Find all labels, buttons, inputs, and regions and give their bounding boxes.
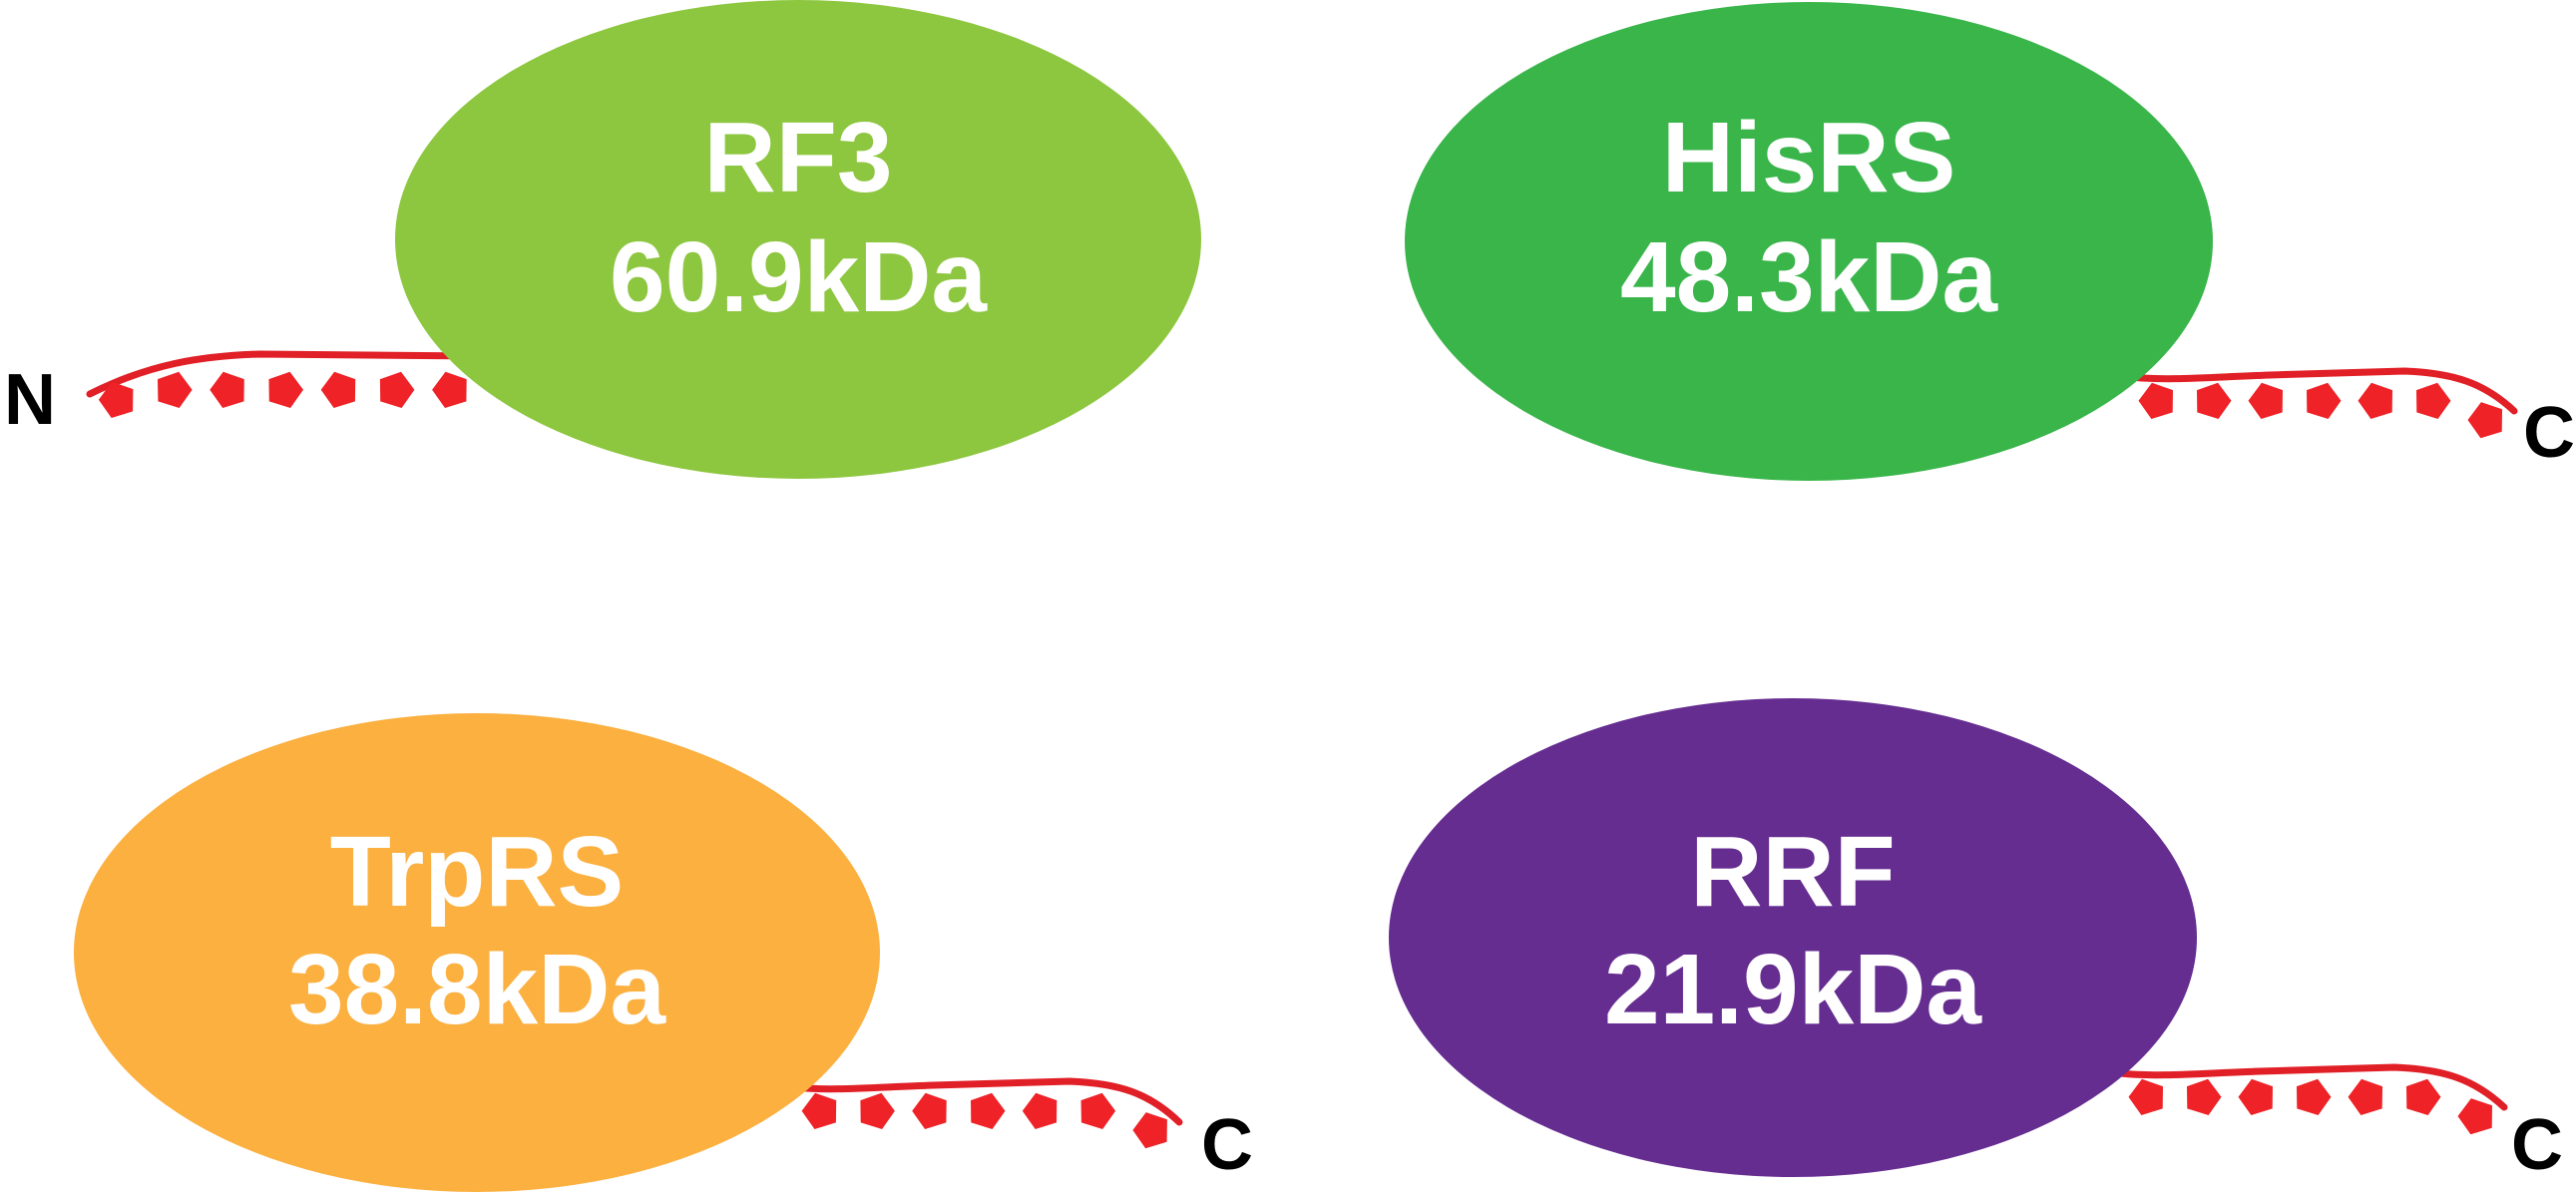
protein-hisrs-ellipse [1405, 2, 2213, 481]
tag-backbone-line [2116, 1063, 2508, 1111]
terminus-label-rrf: C [2511, 1105, 2563, 1185]
protein-rrf-name: RRF [1690, 816, 1896, 928]
tag-bead [2348, 1078, 2382, 1115]
tag-bead [2457, 1098, 2492, 1135]
peptide-tag-rf3 [86, 350, 483, 418]
protein-trprs-ellipse [74, 713, 880, 1192]
protein-rf3-ellipse [395, 0, 1201, 479]
protein-rf3-name: RF3 [704, 102, 893, 213]
protein-rf3-group: RF3 60.9kDa N [4, 0, 1201, 479]
protein-rrf-mass: 21.9kDa [1604, 934, 1982, 1045]
tag-backbone-line [2126, 367, 2518, 415]
tag-bead [2416, 382, 2451, 419]
peptide-tag-rrf [2116, 1063, 2508, 1135]
tag-bead [1080, 1092, 1116, 1129]
tag-bead [801, 1092, 837, 1129]
tag-bead [971, 1092, 1006, 1129]
tag-backbone-line [789, 1077, 1183, 1126]
tag-bead [158, 371, 193, 408]
tag-bead [210, 371, 244, 408]
tag-bead [98, 381, 134, 418]
tag-bead [2307, 382, 2342, 419]
protein-rrf-group: RRF 21.9kDa C [1389, 698, 2563, 1185]
tag-bead [2358, 382, 2392, 419]
tag-bead [432, 371, 467, 408]
tag-bead [912, 1092, 947, 1129]
tag-bead [379, 371, 415, 408]
peptide-tag-hisrs [2126, 367, 2518, 439]
tag-bead [268, 371, 303, 408]
tag-bead [1132, 1112, 1167, 1149]
protein-trprs-mass: 38.8kDa [288, 934, 666, 1045]
tag-bead [2248, 382, 2283, 419]
tag-bead [2297, 1078, 2332, 1115]
protein-trprs-group: TrpRS 38.8kDa C [74, 713, 1253, 1192]
protein-rrf-ellipse [1389, 698, 2197, 1177]
tag-bead [2138, 382, 2173, 419]
tag-bead [2197, 382, 2232, 419]
protein-hisrs-group: HisRS 48.3kDa C [1405, 2, 2575, 481]
tag-bead [320, 371, 356, 408]
protein-trprs-name: TrpRS [330, 816, 624, 928]
tag-bead [2187, 1078, 2222, 1115]
protein-rf3-mass: 60.9kDa [610, 221, 988, 333]
terminus-label-rf3: N [4, 360, 56, 440]
peptide-tag-trprs [789, 1077, 1183, 1149]
terminus-label-trprs: C [1201, 1105, 1253, 1185]
tag-bead [2128, 1078, 2163, 1115]
protein-hisrs-mass: 48.3kDa [1620, 221, 1998, 333]
tag-bead [860, 1092, 895, 1129]
tag-bead [2467, 402, 2502, 439]
protein-hisrs-name: HisRS [1662, 102, 1956, 213]
tag-bead [2238, 1078, 2273, 1115]
tag-bead [1022, 1092, 1058, 1129]
tag-bead [2406, 1078, 2441, 1115]
terminus-label-hisrs: C [2523, 393, 2575, 473]
